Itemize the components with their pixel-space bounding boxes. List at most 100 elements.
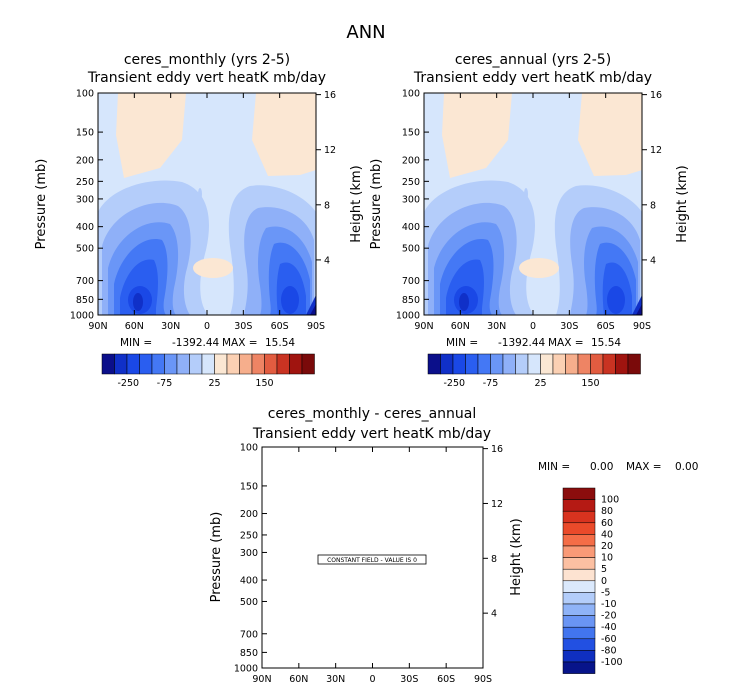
colorbar-swatch — [101, 353, 115, 375]
colorbar-label: 10 — [601, 553, 613, 564]
y2-tick-label: 12 — [324, 145, 336, 156]
panel-difference-title: ceres_monthly - ceres_annual — [268, 406, 477, 422]
colorbar-swatch — [502, 353, 516, 375]
x-tick-label: 60N — [125, 321, 144, 332]
x-tick-label: 60S — [271, 321, 289, 332]
constant-field-box — [317, 554, 427, 565]
y-tick-label: 250 — [240, 530, 258, 541]
panel-monthly-max-label: MAX = — [222, 337, 258, 349]
colorbar-swatch — [440, 353, 454, 375]
panel-annual-min-value: -1392.44 — [498, 337, 546, 349]
colorbar-swatch — [562, 592, 596, 605]
colorbar-swatch — [515, 353, 529, 375]
x-tick-label: 90N — [88, 321, 107, 332]
colorbar-swatch — [562, 615, 596, 628]
y-tick-label: 200 — [240, 509, 258, 520]
colorbar-swatch — [239, 353, 253, 375]
panel-annual-subtitle: Transient eddy vert heatK mb/day — [413, 70, 652, 86]
y-tick-label: 1000 — [234, 664, 258, 675]
colorbar-label: 5 — [601, 564, 607, 575]
colorbar-swatch — [602, 353, 616, 375]
panel-monthly-min-value: -1392.44 — [172, 337, 220, 349]
y-tick-label: 250 — [402, 177, 420, 188]
colorbar-swatch — [565, 353, 579, 375]
panel-difference-ylabel: Pressure (mb) — [209, 512, 224, 603]
x-tick-label: 30N — [326, 674, 345, 685]
panel-difference: ceres_monthly - ceres_annual Transient e… — [209, 406, 698, 685]
colorbar-label: -80 — [601, 645, 617, 656]
x-tick-label: 60S — [437, 674, 455, 685]
colorbar-swatch — [176, 353, 190, 375]
y2-tick-label: 4 — [324, 255, 330, 266]
y-tick-label: 300 — [76, 194, 94, 205]
y-tick-label: 500 — [240, 597, 258, 608]
colorbar-label: 150 — [255, 378, 273, 389]
colorbar-label: -40 — [601, 622, 617, 633]
colorbar-swatch — [562, 568, 596, 582]
y2-tick-label: 4 — [650, 255, 656, 266]
y-tick-label: 500 — [402, 244, 420, 255]
x-tick-label: 30N — [487, 321, 506, 332]
y2-tick-label: 16 — [650, 90, 662, 101]
colorbar-swatch — [562, 487, 596, 500]
panel-annual-field — [424, 93, 642, 315]
colorbar-swatch — [465, 353, 479, 375]
colorbar-swatch — [590, 353, 604, 375]
colorbar-label: -250 — [117, 378, 139, 389]
panel-monthly-min-label: MIN = — [120, 337, 152, 349]
colorbar-swatch — [627, 353, 641, 375]
y-tick-label: 1000 — [396, 311, 420, 322]
panel-difference-y2label: Height (km) — [509, 518, 524, 595]
x-tick-label: 90S — [633, 321, 651, 332]
x-tick-label: 90S — [474, 674, 492, 685]
colorbar-swatch — [562, 638, 596, 651]
panel-difference-subtitle: Transient eddy vert heatK mb/day — [252, 426, 491, 442]
y-tick-label: 300 — [402, 194, 420, 205]
colorbar-swatch — [562, 557, 596, 570]
x-tick-label: 0 — [204, 321, 210, 332]
panel-monthly-x-ticks: 90N 60N 30N 0 30S 60S 90S — [88, 93, 325, 332]
panel-annual-y-ticks: 100 150 200 250 300 400 500 700 850 1000 — [396, 89, 429, 322]
panel-annual: ceres_annual (yrs 2-5) Transient eddy ve… — [369, 52, 690, 389]
y-tick-label: 100 — [240, 443, 258, 454]
colorbar-label: -20 — [601, 611, 617, 622]
colorbar-label: 40 — [601, 529, 613, 540]
panel-difference-min-label: MIN = — [538, 461, 570, 473]
colorbar-swatch — [276, 353, 290, 375]
y-tick-label: 700 — [402, 276, 420, 287]
colorbar-swatch — [126, 353, 140, 375]
y2-tick-label: 8 — [491, 554, 497, 565]
y2-tick-label: 12 — [491, 499, 503, 510]
y-tick-label: 150 — [76, 128, 94, 139]
panel-annual-x-ticks: 90N 60N 30N 0 30S 60S 90S — [414, 93, 651, 332]
y2-tick-label: 8 — [650, 200, 656, 211]
y-tick-label: 200 — [402, 155, 420, 166]
panel-annual-max-value: 15.54 — [591, 337, 621, 349]
colorbar-label: 60 — [601, 518, 613, 529]
x-tick-label: 30S — [560, 321, 578, 332]
panel-monthly-title: ceres_monthly (yrs 2-5) — [124, 52, 290, 68]
colorbar-swatch — [477, 353, 491, 375]
y-tick-label: 400 — [240, 576, 258, 587]
colorbar-swatch — [189, 353, 203, 375]
panel-difference-min-value: 0.00 — [590, 461, 613, 473]
colorbar-swatch — [562, 499, 596, 512]
colorbar-label: -75 — [483, 378, 499, 389]
colorbar-swatch — [139, 353, 153, 375]
x-tick-label: 60N — [451, 321, 470, 332]
colorbar-swatch — [301, 353, 315, 375]
colorbar-swatch — [562, 626, 596, 640]
y-tick-label: 200 — [76, 155, 94, 166]
panel-difference-x-ticks: 90N 60N 30N 0 30S 60S 90S — [252, 447, 492, 685]
y-tick-label: 850 — [402, 295, 420, 306]
y-tick-label: 300 — [240, 548, 258, 559]
colorbar-swatch — [552, 353, 566, 375]
y2-tick-label: 16 — [324, 90, 336, 101]
colorbar-swatch — [562, 650, 596, 663]
figure-title: ANN — [346, 22, 385, 43]
colorbar-swatch — [226, 353, 240, 375]
panel-difference-max-label: MAX = — [626, 461, 662, 473]
panel-difference-max-value: 0.00 — [675, 461, 698, 473]
